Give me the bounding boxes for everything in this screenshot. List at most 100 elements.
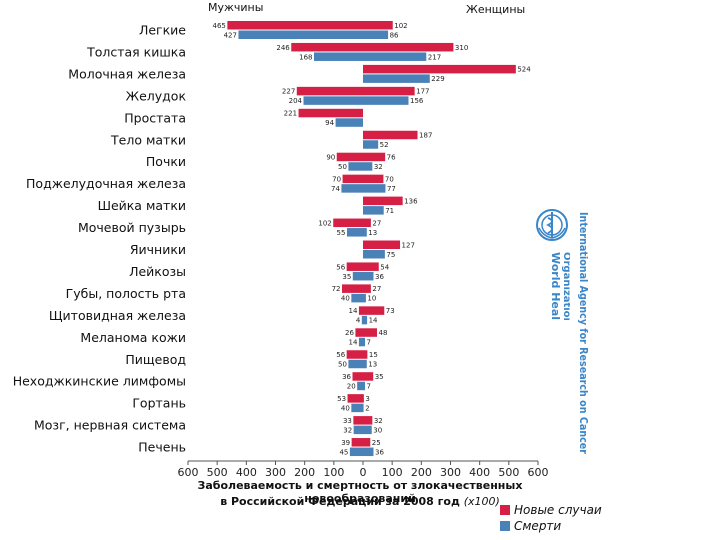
bar-men-deaths-label: 427 [224, 31, 237, 39]
bar-men-new-cases-label: 56 [336, 351, 345, 359]
bar-men-deaths-label: 94 [325, 119, 334, 127]
bar-women-new-cases-label: 32 [374, 417, 383, 425]
bar-men-deaths [351, 293, 363, 303]
bar-men-new-cases [358, 306, 363, 315]
x-tick-label: 100 [323, 466, 344, 479]
bar-women-deaths-label: 7 [367, 339, 371, 347]
bar-women-new-cases [363, 218, 371, 228]
category-label: Легкие [139, 23, 186, 38]
bar-men-new-cases [298, 108, 363, 118]
bar-men-deaths [357, 381, 363, 391]
bar-women-deaths [363, 30, 389, 39]
bar-women-new-cases [363, 240, 401, 249]
x-tick-label: 500 [207, 466, 228, 479]
bar-men-deaths [238, 30, 363, 39]
bar-men-deaths-label: 14 [348, 339, 357, 347]
bar-men-new-cases [342, 284, 363, 293]
x-tick-label: 400 [236, 466, 257, 479]
bar-women-deaths-label: 156 [410, 97, 424, 105]
bar-men-deaths [314, 52, 363, 61]
who-line1: World Health [549, 252, 562, 320]
bar-men-new-cases [291, 42, 363, 52]
bar-women-deaths [363, 337, 366, 347]
category-label: Лейкозы [129, 264, 186, 279]
bar-women-new-cases-label: 76 [387, 154, 396, 162]
men-header: Мужчины [208, 1, 263, 14]
bar-men-deaths [303, 96, 363, 105]
bar-women-new-cases [363, 284, 371, 293]
x-tick-label: 0 [360, 466, 367, 479]
bar-women-new-cases-label: 35 [375, 373, 384, 381]
bar-women-new-cases [363, 372, 374, 381]
bar-men-new-cases [336, 152, 363, 162]
chart-title-line2: в Российской Федерации за 2008 год (x100… [140, 495, 580, 508]
bar-men-deaths-label: 4 [356, 317, 361, 325]
who-emblem-icon [536, 209, 568, 241]
x-tick-label: 600 [178, 466, 199, 479]
bar-women-new-cases-label: 136 [404, 197, 418, 205]
bar-men-deaths [341, 184, 363, 193]
category-label: Яичники [130, 242, 186, 257]
category-label: Тело матки [110, 132, 186, 147]
bar-women-new-cases [363, 306, 385, 315]
bar-men-new-cases [347, 394, 363, 403]
category-label: Гортань [132, 396, 186, 411]
bar-women-new-cases-label: 187 [419, 132, 432, 140]
bar-women-new-cases [363, 21, 393, 30]
bar-men-new-cases-label: 36 [342, 373, 351, 381]
bar-men-new-cases [355, 328, 363, 337]
category-label: Толстая кишка [86, 44, 186, 59]
bar-women-new-cases-label: 48 [379, 329, 388, 337]
bar-women-new-cases [363, 196, 403, 206]
bar-women-new-cases [363, 86, 415, 96]
legend-deaths-swatch [500, 521, 510, 531]
bar-women-new-cases [363, 42, 454, 52]
bar-men-new-cases-label: 102 [318, 219, 331, 227]
bar-women-deaths-label: 52 [380, 141, 389, 149]
bar-men-deaths [353, 425, 363, 435]
bar-women-deaths [363, 359, 367, 369]
bar-women-new-cases-label: 310 [455, 44, 468, 52]
legend-new-cases: Новые случаи [500, 503, 602, 517]
category-label: Поджелудочная железа [26, 176, 186, 191]
iarc-logo-text: International Agency for Research on Can… [577, 212, 589, 455]
bar-women-deaths [363, 74, 430, 83]
bar-men-deaths [348, 162, 363, 171]
category-label: Мочевой пузырь [78, 220, 186, 235]
bar-women-new-cases-label: 70 [385, 175, 394, 183]
category-label: Меланома кожи [80, 330, 186, 345]
bar-women-new-cases-label: 177 [416, 88, 429, 96]
bar-men-new-cases-label: 39 [341, 439, 350, 447]
bar-women-deaths-label: 71 [385, 207, 394, 215]
bar-men-new-cases [346, 262, 363, 271]
bar-men-deaths-label: 50 [338, 361, 347, 369]
legend-deaths-label: Смерти [514, 519, 562, 533]
bar-men-deaths-label: 204 [289, 97, 303, 105]
bar-men-deaths-label: 20 [347, 383, 356, 391]
bar-women-deaths-label: 7 [367, 383, 371, 391]
bar-women-deaths-label: 75 [386, 251, 395, 259]
bar-men-new-cases-label: 53 [337, 395, 346, 403]
bar-women-new-cases [363, 416, 373, 425]
category-label: Шейка матки [98, 198, 186, 213]
x-tick-label: 200 [411, 466, 432, 479]
category-label: Губы, полость рта [66, 286, 186, 301]
bar-women-deaths-label: 217 [428, 53, 441, 61]
bar-men-deaths [346, 228, 363, 237]
bar-women-deaths-label: 30 [373, 426, 382, 434]
bar-women-new-cases-label: 27 [372, 285, 381, 293]
x-tick-label: 500 [498, 466, 519, 479]
bar-men-new-cases-label: 56 [336, 263, 345, 271]
bar-men-new-cases-label: 70 [332, 175, 341, 183]
category-label: Простата [124, 110, 186, 125]
category-label: Щитовидная железа [49, 308, 186, 323]
bar-men-deaths [361, 315, 363, 325]
bar-men-new-cases [296, 86, 363, 96]
bar-women-deaths [363, 140, 379, 149]
x-tick-label: 600 [528, 466, 549, 479]
category-label: Почки [146, 154, 186, 169]
x-tick-label: 300 [265, 466, 286, 479]
who-line2: Organization [561, 252, 570, 320]
bar-women-deaths-label: 77 [387, 185, 396, 193]
bar-women-deaths [363, 381, 366, 391]
